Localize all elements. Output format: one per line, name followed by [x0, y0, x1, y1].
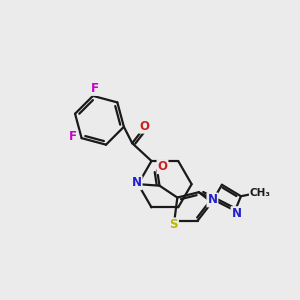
- Text: O: O: [139, 120, 149, 133]
- Text: N: N: [132, 176, 142, 189]
- Text: S: S: [169, 218, 178, 231]
- Text: N: N: [207, 194, 218, 206]
- Text: F: F: [69, 130, 77, 143]
- Text: F: F: [90, 82, 98, 95]
- Text: O: O: [158, 160, 167, 173]
- Text: CH₃: CH₃: [250, 188, 271, 198]
- Text: N: N: [232, 207, 242, 220]
